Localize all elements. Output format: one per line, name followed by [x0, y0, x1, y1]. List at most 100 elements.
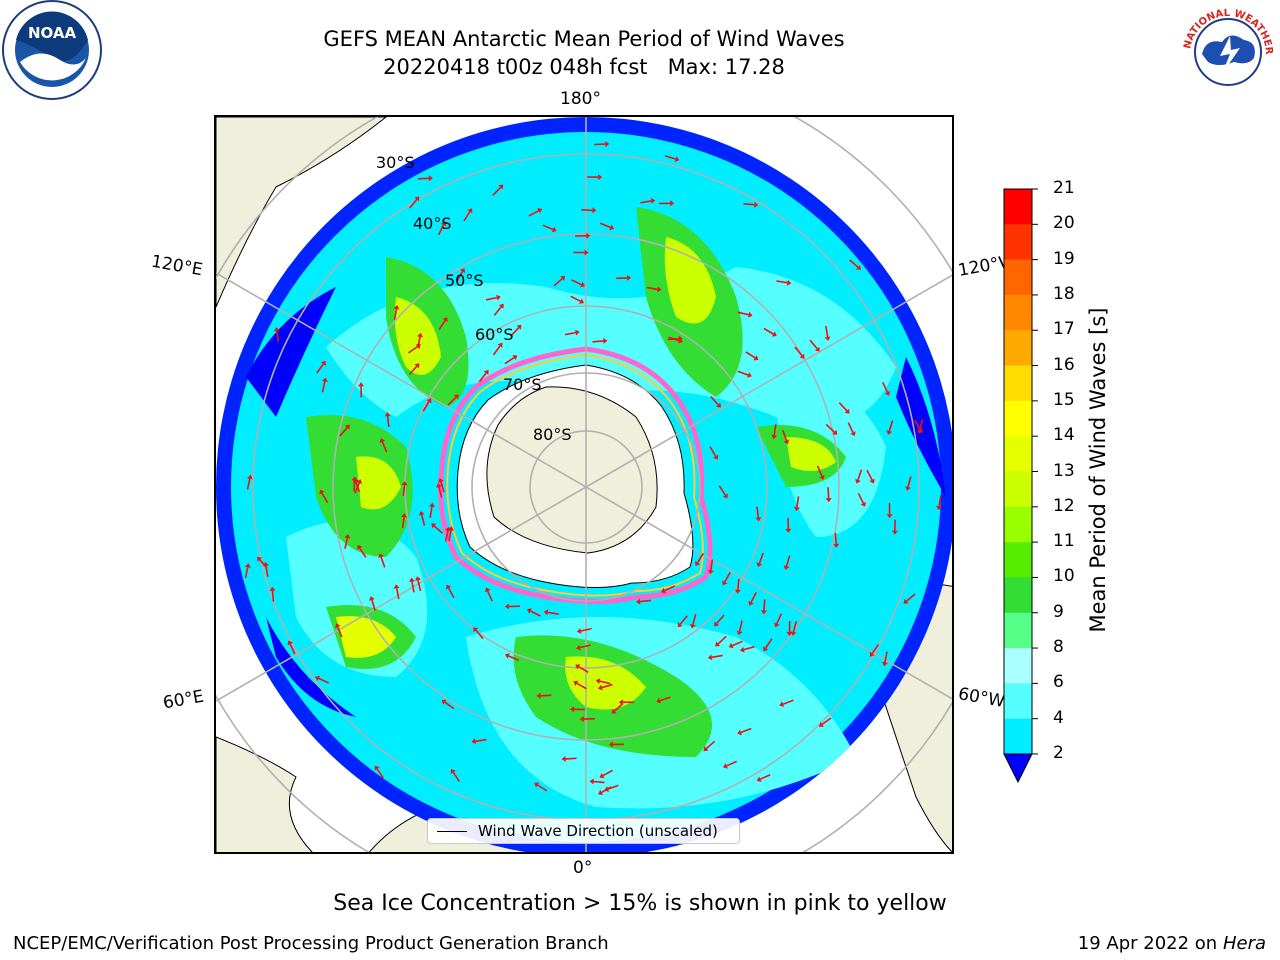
- wind-arrow: [417, 336, 421, 348]
- wind-arrow: [796, 496, 800, 508]
- wind-arrow: [276, 330, 280, 343]
- colorbar-band: [1004, 471, 1032, 508]
- wind-arrow-head: [755, 517, 762, 522]
- wind-arrow: [857, 469, 863, 481]
- wind-arrow: [571, 279, 582, 286]
- wind-arrow: [743, 645, 755, 651]
- wind-arrow-head: [592, 207, 597, 214]
- wind-arrow: [547, 611, 559, 615]
- lon-label-60w: 60°W: [956, 684, 1007, 712]
- colorbar-band: [1004, 683, 1032, 720]
- wind-arrow: [737, 578, 740, 590]
- wind-arrow-head: [393, 305, 400, 310]
- wind-arrow: [776, 280, 788, 284]
- wind-arrow: [393, 308, 398, 320]
- wind-arrow-head: [794, 506, 800, 512]
- wind-arrow-head: [442, 317, 448, 323]
- wind-arrow: [321, 381, 326, 393]
- wind-arrow: [570, 295, 581, 302]
- wind-arrow-head: [426, 398, 432, 404]
- wind-arrow-head: [903, 598, 909, 604]
- wind-arrow: [433, 525, 444, 534]
- wind-arrow-head: [516, 324, 522, 330]
- wind-arrow-head: [695, 561, 701, 566]
- wind-arrow: [866, 469, 873, 481]
- wind-arrow-head: [609, 741, 613, 748]
- map-panel: [214, 115, 954, 854]
- wind-arrow-head: [446, 584, 452, 590]
- wind-arrow: [705, 740, 716, 750]
- wind-arrow-head: [374, 765, 380, 771]
- wind-arrow-head: [485, 587, 491, 593]
- wind-arrow: [756, 506, 760, 518]
- wind-arrow-head: [414, 196, 420, 202]
- wind-arrow-head: [589, 778, 594, 785]
- colorbar-band: [1004, 400, 1032, 437]
- wind-arrow-head: [414, 363, 420, 369]
- wind-arrow-head: [855, 479, 861, 484]
- colorbar-band: [1004, 436, 1032, 472]
- wind-arrow-head: [891, 530, 898, 535]
- wind-arrow-head: [737, 729, 743, 736]
- wind-arrow: [420, 514, 426, 526]
- wind-arrow: [339, 427, 348, 437]
- wind-arrow: [668, 336, 680, 342]
- wind-arrow: [318, 677, 330, 684]
- wind-arrow-head: [748, 311, 753, 318]
- wind-arrow: [718, 485, 726, 496]
- wind-arrow-head: [320, 360, 326, 366]
- wind-arrow: [371, 599, 376, 611]
- wind-arrow: [750, 592, 757, 603]
- wind-arrow-head: [576, 644, 581, 651]
- lon-label-180: 180°: [560, 89, 601, 109]
- wind-arrow: [316, 363, 324, 374]
- wind-arrow: [696, 552, 705, 564]
- wind-arrow-head: [844, 408, 850, 414]
- wind-arrow-head: [393, 584, 400, 589]
- wind-arrow: [475, 738, 487, 743]
- wind-arrow-head: [450, 769, 456, 774]
- wind-arrow-head: [833, 543, 840, 548]
- wind-arrow: [337, 626, 343, 638]
- wind-arrow: [447, 587, 455, 599]
- wind-arrow: [537, 784, 548, 792]
- wind-arrow: [785, 555, 791, 567]
- wind-arrow-head: [886, 514, 893, 519]
- wind-arrow: [456, 271, 464, 282]
- wind-arrow: [386, 416, 390, 428]
- wind-arrow-head: [575, 664, 581, 670]
- lon-label-60e: 60°E: [161, 686, 206, 714]
- wind-arrow-head: [783, 565, 790, 570]
- wind-arrow-head: [415, 576, 421, 581]
- wind-arrow: [438, 486, 443, 498]
- wind-arrow-head: [417, 332, 423, 338]
- wind-arrow: [834, 532, 837, 544]
- wind-arrow: [825, 423, 835, 433]
- colorbar-tick-label: 20: [1053, 213, 1075, 234]
- wind-arrow: [758, 552, 764, 564]
- wind-arrow-head: [573, 680, 579, 686]
- svg-text:NOAA: NOAA: [28, 24, 77, 42]
- wind-arrow: [679, 615, 688, 625]
- colorbar-tick-label: 10: [1053, 566, 1075, 587]
- wind-arrow: [401, 517, 405, 529]
- colorbar-tick-label: 6: [1053, 672, 1064, 693]
- wind-arrow-head: [246, 474, 253, 480]
- lat-label-80s: 80°S: [533, 425, 572, 444]
- wind-arrow-head: [570, 706, 575, 713]
- wind-arrow-head: [504, 603, 509, 610]
- wind-arrow-head: [505, 653, 510, 659]
- wind-arrow: [763, 327, 774, 335]
- wind-arrow-head: [287, 640, 293, 646]
- wind-arrow-head: [657, 286, 662, 293]
- wind-arrow: [664, 585, 676, 592]
- wind-arrow: [576, 682, 587, 690]
- wind-arrow: [580, 627, 592, 632]
- wind-arrow-head: [882, 661, 888, 667]
- wind-arrow: [485, 296, 498, 301]
- wind-arrow-head: [748, 600, 754, 606]
- wind-arrow-head: [498, 303, 504, 309]
- vector-legend: Wind Wave Direction (unscaled): [427, 818, 740, 844]
- wind-arrow-head: [351, 476, 358, 481]
- wind-arrow: [417, 177, 430, 180]
